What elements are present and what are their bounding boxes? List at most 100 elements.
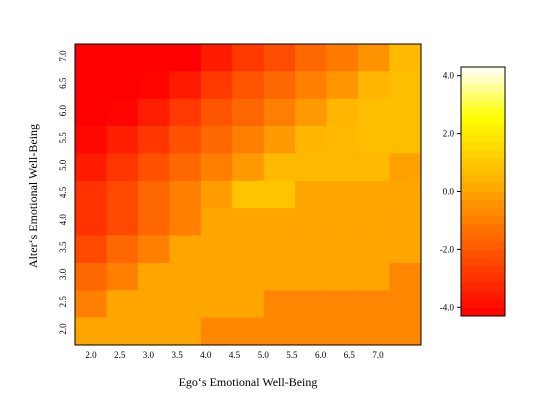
color-scale-swatch xyxy=(461,241,505,250)
y-tick-label: 4.5 xyxy=(58,186,68,198)
heatmap-cell xyxy=(106,290,139,318)
y-tick-label: 3.5 xyxy=(58,241,68,253)
heatmap-cell xyxy=(200,262,233,291)
heatmap-cell xyxy=(169,290,202,318)
heatmap-cell xyxy=(295,44,327,72)
color-scale-swatch xyxy=(461,166,505,176)
heatmap-cell xyxy=(169,126,202,154)
color-scale-swatch xyxy=(461,91,505,101)
heatmap-cell xyxy=(358,290,390,318)
heatmap-cell xyxy=(137,71,170,100)
y-axis-title: Alter‘s Emotional Well-Being xyxy=(26,124,40,268)
heatmap-cell xyxy=(326,180,359,209)
heatmap-cell xyxy=(75,317,107,346)
heatmap-cell xyxy=(232,290,265,318)
x-tick-label: 6.0 xyxy=(315,350,327,360)
heatmap-cell xyxy=(137,44,170,72)
color-scale-tick-label: -2.0 xyxy=(440,244,455,254)
color-scale-swatch xyxy=(461,116,505,126)
heatmap-cell xyxy=(232,180,265,209)
heatmap-cell xyxy=(137,98,170,127)
heatmap-cell xyxy=(263,290,296,318)
heatmap-cell xyxy=(200,153,233,182)
heatmap-cell xyxy=(106,317,139,346)
heatmap-cell xyxy=(232,71,265,100)
x-axis-title: Ego‘s Emotional Well-Being xyxy=(179,375,318,389)
heatmap-cell xyxy=(326,317,359,346)
heatmap-cell xyxy=(106,44,139,72)
color-scale-swatch xyxy=(461,233,505,242)
heatmap-cell xyxy=(358,126,390,154)
x-tick-label: 2.5 xyxy=(114,350,126,360)
heatmap-cell xyxy=(326,71,359,100)
heatmap-cell xyxy=(75,262,107,291)
heatmap-cell xyxy=(389,235,422,264)
heatmap-cell xyxy=(263,126,296,154)
color-scale-swatch xyxy=(461,274,505,284)
heatmap-cell xyxy=(106,235,139,264)
heatmap-cell xyxy=(106,208,139,236)
heatmap-cell xyxy=(358,235,390,264)
heatmap-cell xyxy=(263,153,296,182)
heatmap-cell xyxy=(169,71,202,100)
heatmap-cell xyxy=(326,262,359,291)
heatmap-cell xyxy=(137,180,170,209)
heatmap-cell xyxy=(358,208,390,236)
color-scale-swatch xyxy=(461,150,505,159)
heatmap-cell xyxy=(200,180,233,209)
heatmap-cell xyxy=(169,98,202,127)
heatmap-cell xyxy=(75,98,107,127)
heatmap-cell xyxy=(75,208,107,236)
color-scale-swatch xyxy=(461,83,505,93)
heatmap-cell xyxy=(389,44,422,72)
heatmap-cell xyxy=(389,71,422,100)
heatmap-cell xyxy=(169,153,202,182)
heatmap-cell xyxy=(232,126,265,154)
y-tick-label: 6.5 xyxy=(58,77,68,89)
heatmap-cell xyxy=(169,180,202,209)
color-scale-swatch xyxy=(461,183,505,192)
heatmap-cell xyxy=(389,262,422,291)
y-tick-label: 2.0 xyxy=(58,323,68,335)
color-scale-swatch xyxy=(461,191,505,201)
heatmap-cell xyxy=(200,235,233,264)
color-scale-swatch xyxy=(461,100,505,109)
heatmap-cell xyxy=(75,290,107,318)
heatmap-cell xyxy=(326,98,359,127)
heatmap-cell xyxy=(263,262,296,291)
color-scale-swatch xyxy=(461,158,505,167)
color-scale-swatch xyxy=(461,291,505,300)
heatmap-cell xyxy=(358,44,390,72)
y-tick-label: 4.0 xyxy=(58,214,68,226)
heatmap-cell xyxy=(295,235,327,264)
heatmap-cell xyxy=(389,180,422,209)
heatmap-cell xyxy=(295,262,327,291)
heatmap-cell xyxy=(137,126,170,154)
color-scale-swatch xyxy=(461,307,505,317)
heatmap-cell xyxy=(106,153,139,182)
heatmap-cell xyxy=(75,235,107,264)
heatmap-cell xyxy=(200,44,233,72)
heatmap-cell xyxy=(137,317,170,346)
heatmap-cell xyxy=(200,317,233,346)
y-tick-label: 3.0 xyxy=(58,268,68,280)
heatmap-cell xyxy=(263,180,296,209)
heatmap-cell xyxy=(169,235,202,264)
x-axis-ticks: 2.0 2.5 3.0 3.5 4.0 4.5 5.0 5.5 6.0 6.5 7.0 xyxy=(85,350,384,360)
color-scale-swatch xyxy=(461,174,505,184)
heatmap-cell xyxy=(389,208,422,236)
x-tick-label: 4.0 xyxy=(200,350,212,360)
y-tick-label: 7.0 xyxy=(58,50,68,62)
color-scale-swatch xyxy=(461,108,505,118)
x-tick-label: 3.5 xyxy=(171,350,183,360)
x-tick-label: 4.5 xyxy=(229,350,241,360)
color-scale-swatch xyxy=(461,224,505,234)
x-tick-label: 5.5 xyxy=(286,350,298,360)
heatmap-cell xyxy=(169,44,202,72)
heatmap-cell xyxy=(75,126,107,154)
heatmap-cell xyxy=(358,262,390,291)
color-scale-tick-label: -4.0 xyxy=(440,302,455,312)
color-scale-swatch xyxy=(461,208,505,217)
x-tick-label: 7.0 xyxy=(372,350,384,360)
